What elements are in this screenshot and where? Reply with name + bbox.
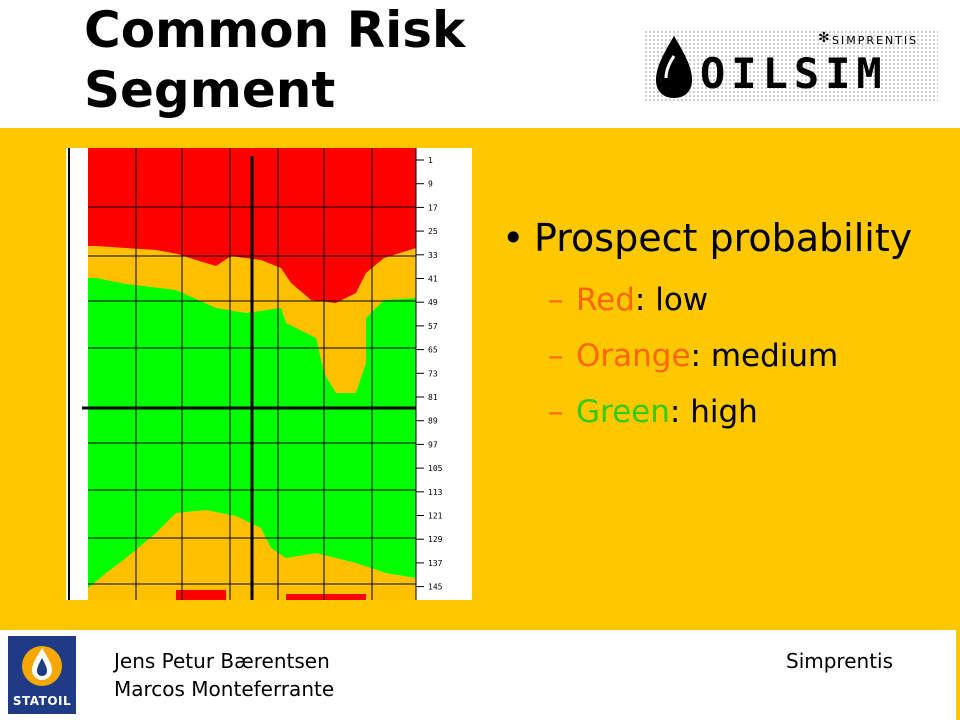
bullet-text: Prospect probability: [534, 216, 913, 260]
bullet-dot: •: [502, 216, 525, 260]
dash-marker: –: [548, 282, 564, 318]
bullet-prospect-probability: • Prospect probability: [502, 214, 942, 262]
scale-label: 65: [428, 346, 438, 355]
statoil-flame-icon: [22, 646, 62, 686]
scale-label: 89: [428, 417, 438, 426]
scale-label: 9: [428, 180, 433, 189]
logo-subtext: SIMPRENTIS: [832, 34, 919, 47]
depth-scale: 1 9 17 25 33 41 49 57 65 73 81 89 97 105 113 121 129 137 1…: [416, 156, 443, 592]
statoil-logo: STATOIL: [8, 636, 76, 714]
dash-marker: –: [548, 338, 564, 374]
legend-text-green: : high: [669, 394, 758, 430]
color-word-green: Green: [576, 394, 670, 430]
title-line-2: Segment: [84, 61, 336, 119]
legend-text-red: : low: [634, 282, 709, 318]
scale-label: 49: [428, 298, 438, 307]
scale-label: 73: [428, 369, 438, 378]
statoil-wordmark: STATOIL: [12, 694, 72, 708]
scale-label: 33: [428, 251, 438, 260]
scale-label: 137: [428, 559, 443, 568]
zone-low-bottom-1: [176, 590, 226, 600]
footer: [0, 630, 960, 720]
risk-map: 1 9 17 25 33 41 49 57 65 73 81 89 97 105 113 121 129 137 1…: [66, 148, 472, 600]
scale-label: 57: [428, 322, 438, 331]
scale-label: 129: [428, 535, 443, 544]
scale-label: 145: [428, 583, 443, 592]
logo-wordmark: OILSIM: [700, 49, 888, 98]
edge-strip: [956, 630, 960, 720]
company-name: Simprentis: [786, 649, 894, 673]
oilsim-logo: ✻ SIMPRENTIS OILSIM: [644, 30, 938, 102]
scale-label: 17: [428, 203, 438, 212]
title-line-1: Common Risk: [84, 1, 466, 59]
scale-label: 1: [428, 156, 433, 165]
scale-label: 25: [428, 227, 438, 236]
zone-low-bottom-2: [286, 594, 366, 600]
author-2: Marcos Monteferrante: [114, 677, 335, 701]
scale-label: 97: [428, 440, 438, 449]
color-word-red: Red: [576, 282, 635, 318]
scale-label: 81: [428, 393, 438, 402]
legend-text-orange: : medium: [690, 338, 839, 374]
header: Common Risk Segment ✻ SIMPRENTIS OILSIM: [0, 0, 960, 128]
legend-item-orange: – Orange: medium: [502, 328, 942, 384]
scale-label: 105: [428, 464, 443, 473]
oil-drop-icon: [656, 36, 692, 98]
dash-marker: –: [548, 394, 564, 430]
slide-content: • Prospect probability – Red: low – Orange…: [502, 214, 942, 440]
scale-label: 41: [428, 275, 438, 284]
color-word-orange: Orange: [576, 338, 691, 374]
slide-title: Common Risk Segment: [84, 0, 624, 120]
scale-label: 121: [428, 512, 443, 521]
sparkle-icon: ✻: [818, 30, 830, 46]
legend-item-green: – Green: high: [502, 384, 942, 440]
scale-label: 113: [428, 488, 443, 497]
author-1: Jens Petur Bærentsen: [114, 649, 330, 673]
legend-item-red: – Red: low: [502, 272, 942, 328]
